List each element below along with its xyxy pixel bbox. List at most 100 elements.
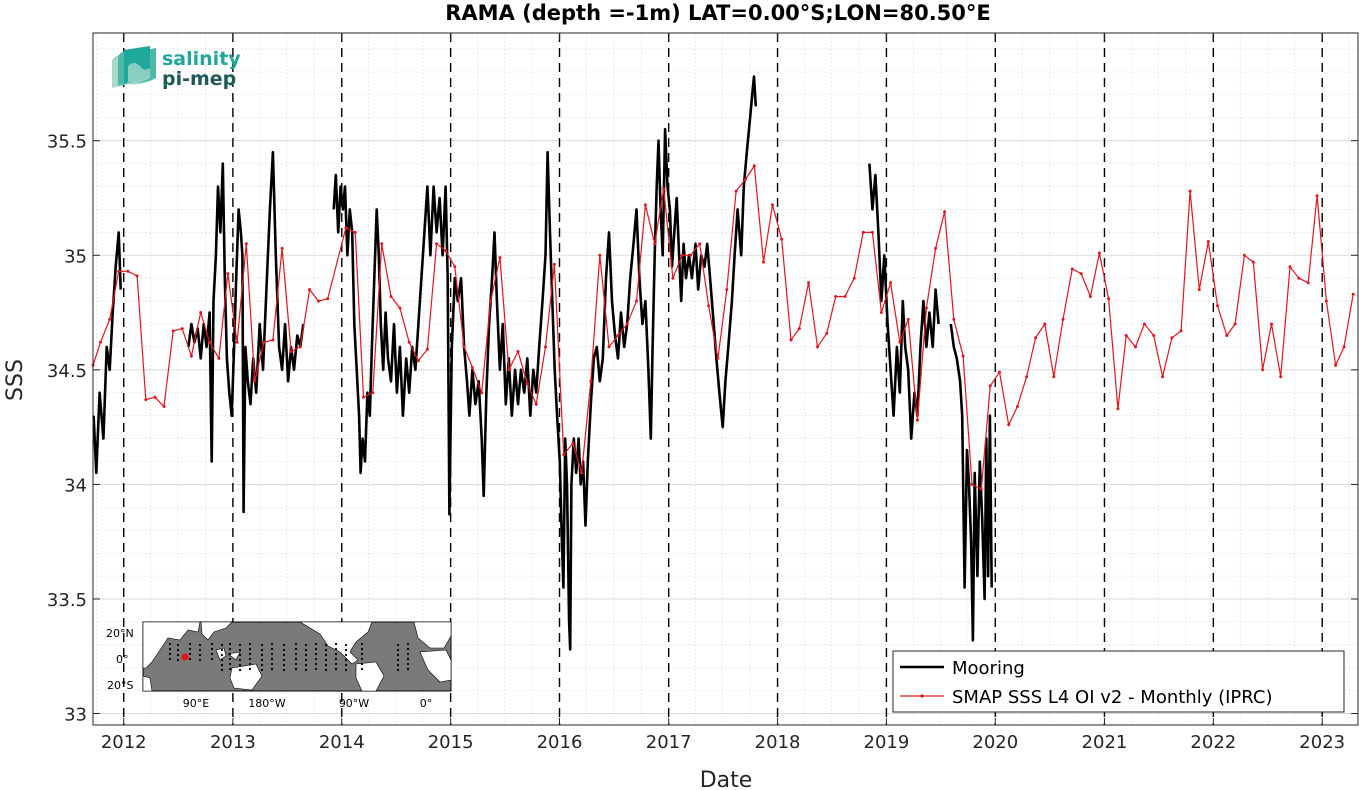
smap-point <box>126 269 130 273</box>
map-station-dot <box>344 653 348 657</box>
smap-point <box>1034 336 1038 340</box>
smap-point <box>635 299 638 303</box>
smap-point <box>843 295 847 298</box>
map-station-dot <box>360 647 364 651</box>
map-station-dot <box>238 648 242 652</box>
map-station-dot <box>360 657 364 661</box>
smap-point <box>1116 407 1120 411</box>
map-station-dot <box>238 653 242 657</box>
smap-point <box>671 276 675 280</box>
map-station-dot <box>228 642 232 646</box>
y-tick-label: 33.5 <box>47 590 87 611</box>
map-station-dot <box>324 653 328 657</box>
map-station-dot <box>314 662 318 666</box>
x-tick-label: 2014 <box>319 732 365 753</box>
map-station-dot <box>304 663 308 667</box>
smap-point <box>1351 292 1355 296</box>
map-station-dot <box>210 642 214 646</box>
map-station-dot <box>344 643 348 647</box>
smap-point <box>1134 345 1137 349</box>
map-station-dot <box>238 643 242 647</box>
map-station-dot <box>198 658 202 662</box>
smap-point <box>1233 322 1237 326</box>
map-station-dot <box>248 652 252 656</box>
logo-text-line2: pi-mep <box>162 68 236 90</box>
smap-point <box>153 395 157 399</box>
map-station-dot <box>248 667 252 671</box>
map-station-dot <box>210 647 214 651</box>
smap-point <box>979 487 983 491</box>
map-station-dot <box>228 662 232 666</box>
map-station-dot <box>324 668 328 672</box>
map-station-dot <box>294 662 298 666</box>
smap-point <box>1297 276 1301 280</box>
smap-point <box>244 242 248 246</box>
map-station-dot <box>228 647 232 651</box>
smap-point <box>470 366 474 369</box>
map-station-dot <box>334 642 338 646</box>
smap-point <box>816 345 819 349</box>
x-tick-label: 2018 <box>755 732 801 753</box>
map-station-dot <box>360 652 364 656</box>
map-station-dot <box>396 663 400 667</box>
smap-point <box>825 331 829 335</box>
map-station-dot <box>188 647 192 651</box>
smap-point <box>371 391 375 395</box>
smap-point <box>1334 363 1338 367</box>
smap-point <box>162 405 166 408</box>
map-station-dot <box>294 667 298 671</box>
mooring-segment-2 <box>187 150 305 514</box>
x-tick-label: 2012 <box>101 732 147 753</box>
salinity-pi-mep-logo: salinity pi-mep <box>112 46 241 90</box>
y-tick-label: 33 <box>64 705 87 726</box>
map-station-dot <box>238 658 242 662</box>
smap-point <box>1152 334 1156 337</box>
map-station-dot <box>210 657 214 661</box>
map-station-dot <box>270 657 274 661</box>
map-station-dot <box>304 653 308 657</box>
smap-point <box>934 246 938 250</box>
smap-point <box>1261 368 1265 372</box>
mooring-segment-4 <box>868 163 940 440</box>
smap-point <box>507 368 511 372</box>
map-station-dot <box>360 662 364 666</box>
legend-mooring-label: Mooring <box>952 658 1025 679</box>
smap-point <box>326 297 330 301</box>
smap-point <box>498 256 502 260</box>
map-station-dot <box>220 658 224 662</box>
smap-point <box>253 379 257 383</box>
map-station-dot <box>188 642 192 646</box>
series-smap <box>91 164 1355 491</box>
smap-point <box>516 350 520 353</box>
map-station-dot <box>168 647 172 651</box>
map-station-dot <box>282 643 286 647</box>
smap-point <box>135 274 139 278</box>
x-tick-label: 2017 <box>646 732 692 753</box>
smap-point <box>180 327 184 331</box>
legend-box <box>892 650 1345 713</box>
smap-point <box>1216 304 1219 308</box>
y-axis-label: SSS <box>3 359 28 401</box>
smap-point <box>852 276 856 280</box>
map-station-dot <box>396 668 400 672</box>
logo-mark-icon <box>112 46 156 88</box>
map-station-dot <box>294 647 298 651</box>
smap-point <box>861 230 865 234</box>
smap-point <box>1197 288 1201 292</box>
map-stations <box>168 642 410 672</box>
smap-point <box>789 338 793 342</box>
map-station-dot <box>406 642 410 646</box>
y-axis-ticks: 33 33.5 34 34.5 35 35.5 <box>47 132 1358 726</box>
smap-point <box>762 260 765 264</box>
map-ocean <box>142 621 452 692</box>
smap-point <box>807 281 811 285</box>
smap-point <box>943 210 947 214</box>
x-axis-label: Date <box>700 768 753 790</box>
map-station-dot <box>314 652 318 656</box>
map-station-dot <box>344 648 348 652</box>
map-station-dot <box>270 652 274 656</box>
smap-point <box>435 242 439 246</box>
axes-frame <box>92 32 1359 726</box>
map-station-dot <box>176 643 180 647</box>
map-station-dot <box>260 653 264 657</box>
